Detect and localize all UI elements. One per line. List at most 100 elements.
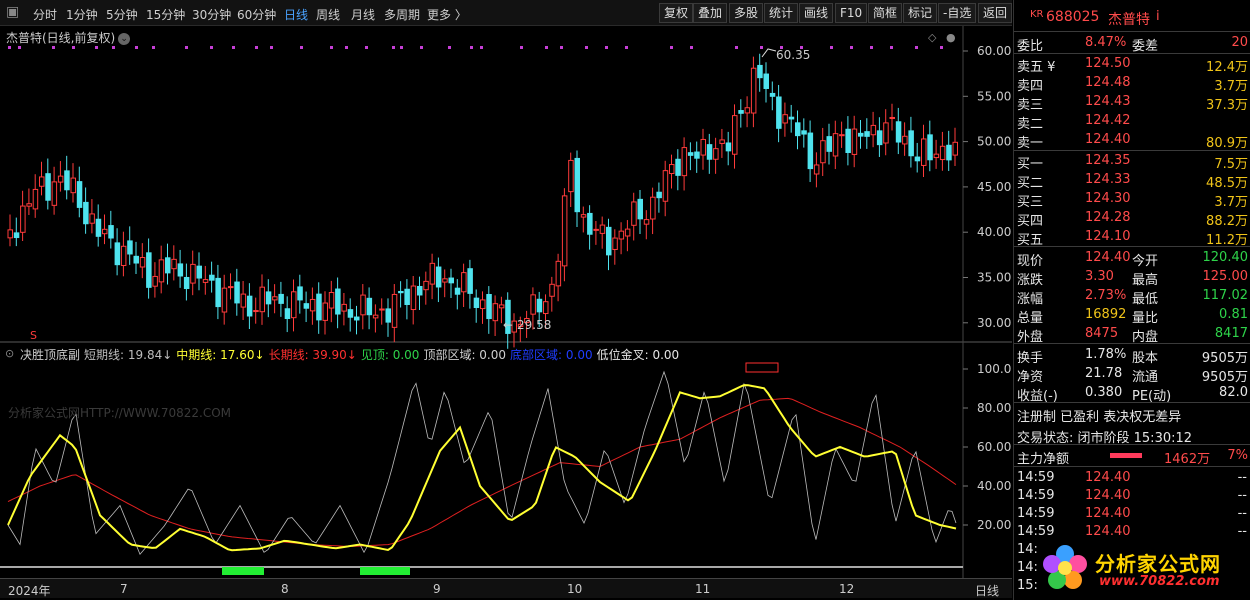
buy-level-4-cell-2: 88.2万 xyxy=(1206,214,1248,229)
candle-body xyxy=(57,175,64,183)
candle-body xyxy=(76,181,83,208)
toolbar-button-3[interactable]: 统计 xyxy=(764,3,799,23)
candle-body xyxy=(240,293,247,308)
tick-row-0-cell-2: -- xyxy=(1237,470,1247,485)
candle-body xyxy=(624,228,631,237)
buy-level-4-cell-0: 买四 xyxy=(1017,214,1044,229)
indicator-name[interactable]: 决胜顶底副 xyxy=(20,348,81,362)
signal-dot xyxy=(8,46,11,49)
period-tab-0[interactable]: 分时 xyxy=(33,8,58,22)
buy-level-3-cell-1: 124.30 xyxy=(1085,191,1131,206)
candle-body xyxy=(706,144,713,160)
candle-body xyxy=(851,128,858,155)
toolbar-button-9[interactable]: 返回 xyxy=(978,3,1012,23)
candle-body xyxy=(64,170,70,191)
sell-level-2: 卖二 124.42 xyxy=(1014,112,1250,132)
main-flow-label: 主力净额 xyxy=(1017,452,1070,467)
long-term-line xyxy=(7,397,957,547)
sell-level-5-cell-1: 124.50 xyxy=(1085,56,1131,71)
separator xyxy=(1014,343,1250,344)
signal-dot xyxy=(670,46,673,49)
candle-body xyxy=(284,308,291,319)
candle-body xyxy=(398,290,404,294)
candle-body xyxy=(858,132,864,137)
candle-body xyxy=(643,219,650,225)
stat-row-3-cell-2: 量比 xyxy=(1132,311,1159,326)
candle-body xyxy=(498,304,505,309)
candle-body xyxy=(391,293,398,328)
candle-body xyxy=(939,145,946,161)
candle-body xyxy=(303,303,310,309)
stat-row-0-cell-0: 现价 xyxy=(1017,254,1044,269)
period-tab-7[interactable]: 周线 xyxy=(316,8,341,22)
fund-row-1: 净资 21.78 流通 9505万 xyxy=(1014,365,1250,385)
period-tab-6[interactable]: 日线 xyxy=(284,8,309,22)
toolbar-button-1[interactable]: 叠加 xyxy=(693,3,728,23)
period-tab-8[interactable]: 月线 xyxy=(351,8,376,22)
signal-dot xyxy=(520,46,523,49)
signal-dot xyxy=(152,46,155,49)
candle-body xyxy=(612,237,618,250)
buy-level-3-cell-2: 3.7万 xyxy=(1214,195,1248,210)
candle-body xyxy=(120,245,127,267)
candle-body xyxy=(763,73,769,89)
period-tab-3[interactable]: 15分钟 xyxy=(146,8,186,22)
stat-row-2-cell-0: 涨幅 xyxy=(1017,292,1044,307)
registration-row: 注册制 已盈利 表决权无差异 xyxy=(1014,405,1250,425)
signal-dot xyxy=(185,46,188,49)
candle-body xyxy=(543,301,549,315)
main-flow-value: 1462万 xyxy=(1164,452,1211,467)
period-tab-9[interactable]: 多周期 xyxy=(384,8,421,22)
period-tab-2[interactable]: 5分钟 xyxy=(106,8,138,22)
signal-dot xyxy=(95,46,98,49)
period-tab-4[interactable]: 30分钟 xyxy=(192,8,232,22)
buy-level-3: 买三 124.30 3.7万 xyxy=(1014,190,1250,210)
candle-body xyxy=(719,139,725,144)
stat-row-1-cell-3: 125.00 xyxy=(1202,269,1249,284)
sell-level-5: 卖五 ¥ 124.50 12.4万 xyxy=(1014,55,1250,75)
candle-body xyxy=(435,266,442,288)
period-tab-5[interactable]: 60分钟 xyxy=(237,8,277,22)
candle-body xyxy=(190,263,196,284)
candle-body xyxy=(788,116,795,120)
buy-level-1: 买一 124.35 7.5万 xyxy=(1014,152,1250,172)
weibi-row-cell-3: 20 xyxy=(1231,35,1248,50)
candle-body xyxy=(467,268,473,294)
logo-url: www.70822.com xyxy=(1099,574,1220,589)
signal-dot xyxy=(392,46,395,49)
candle-body xyxy=(593,228,599,231)
signal-dot xyxy=(735,46,738,49)
info-icon[interactable]: i xyxy=(1156,9,1160,24)
candle-body xyxy=(404,288,410,305)
candle-body xyxy=(139,257,146,268)
sell-level-2-cell-1: 124.42 xyxy=(1085,113,1131,128)
candle-body xyxy=(732,115,738,155)
bottom-zone-bar xyxy=(222,567,264,575)
toolbar-button-8[interactable]: -自选 xyxy=(938,3,977,23)
candle-body xyxy=(316,293,322,321)
candle-body xyxy=(70,177,76,194)
fund-row-2-cell-3: 82.0 xyxy=(1219,385,1248,400)
candle-body xyxy=(580,214,587,218)
sell-level-4-cell-0: 卖四 xyxy=(1017,79,1044,94)
candle-body xyxy=(146,252,152,288)
toolbar-button-5[interactable]: F10 xyxy=(835,3,868,23)
signal-dot xyxy=(830,46,833,49)
chart-mode-icon[interactable]: ▣ xyxy=(6,4,20,20)
toolbar-button-7[interactable]: 标记 xyxy=(903,3,938,23)
candle-body xyxy=(7,229,13,239)
kline-chart[interactable]: 60.00 55.00 50.00 45.00 40.00 35.00 30.00 100.0… xyxy=(0,26,1012,578)
toolbar-button-4[interactable]: 画线 xyxy=(799,3,834,23)
toolbar-button-0[interactable]: 复权 xyxy=(659,3,694,23)
buy-level-1-cell-2: 7.5万 xyxy=(1214,157,1248,172)
chart-title[interactable]: 杰普特(日线,前复权) ⌄ xyxy=(6,29,131,46)
candle-body xyxy=(253,310,259,313)
candle-body xyxy=(234,281,240,304)
period-tab-10[interactable]: 更多 〉 xyxy=(427,8,467,22)
toolbar-button-2[interactable]: 多股 xyxy=(729,3,764,23)
toolbar-button-6[interactable]: 简框 xyxy=(868,3,903,23)
period-tab-1[interactable]: 1分钟 xyxy=(66,8,98,22)
candle-body xyxy=(379,308,385,311)
chevron-down-icon[interactable]: ⌄ xyxy=(118,33,131,45)
trade-state-row: 交易状态: 闭市阶段 15:30:12 xyxy=(1014,426,1250,446)
